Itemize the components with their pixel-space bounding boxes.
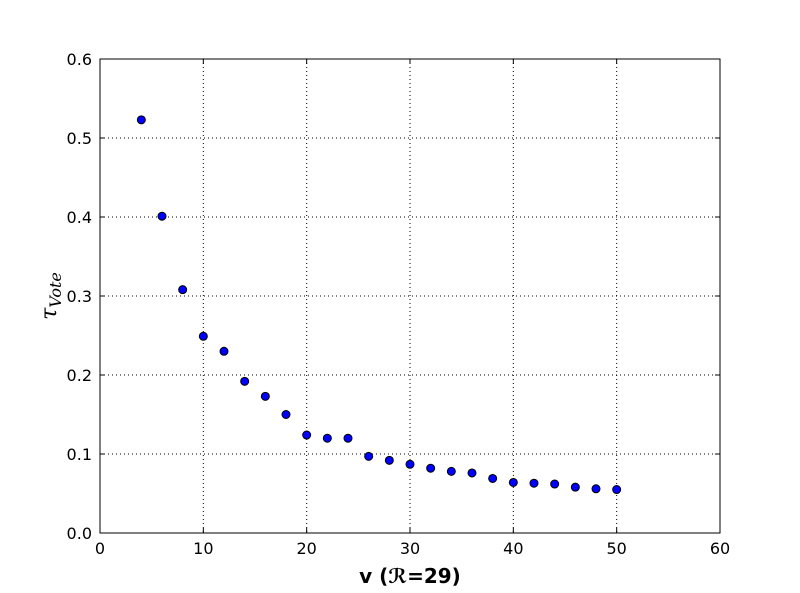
data-point	[446, 466, 456, 476]
data-point	[364, 451, 374, 461]
y-tick-label: 0.3	[67, 287, 92, 306]
x-tick-label: 20	[296, 539, 316, 558]
data-point	[405, 459, 415, 469]
data-point	[612, 485, 622, 495]
data-point	[157, 211, 167, 221]
data-point	[426, 463, 436, 473]
data-point	[343, 433, 353, 443]
y-axis-label: τVote	[37, 272, 65, 320]
data-point	[322, 433, 332, 443]
data-point	[302, 430, 312, 440]
x-tick-label: 50	[606, 539, 626, 558]
data-point	[198, 331, 208, 341]
y-axis-label-subscript: Vote	[46, 272, 65, 308]
y-tick-label: 0.5	[67, 129, 92, 148]
data-point	[136, 115, 146, 125]
x-tick-label: 0	[95, 539, 105, 558]
x-tick-label: 30	[400, 539, 420, 558]
y-tick-label: 0.6	[67, 50, 92, 69]
axis-ticks: 0 10 20 30 40 50 60 0.0 0.1 0.2 0.3 0.4 0.5 0.6	[67, 50, 731, 558]
y-tick-label: 0.0	[67, 524, 92, 543]
data-point	[467, 468, 477, 478]
y-tick-label: 0.1	[67, 445, 92, 464]
grid-lines	[100, 59, 720, 533]
y-axis-label-main: τ	[37, 307, 62, 320]
x-tick-label: 60	[710, 539, 730, 558]
data-point	[260, 391, 270, 401]
x-tick-label: 40	[503, 539, 523, 558]
data-point	[550, 479, 560, 489]
x-tick-label: 10	[193, 539, 213, 558]
data-points	[136, 115, 622, 495]
data-point	[240, 376, 250, 386]
data-point	[488, 473, 498, 483]
data-point	[591, 484, 601, 494]
y-tick-label: 0.2	[67, 366, 92, 385]
y-tick-label: 0.4	[67, 208, 92, 227]
data-point	[570, 482, 580, 492]
x-axis-label: v (ℛ=29)	[359, 564, 461, 588]
data-point	[178, 285, 188, 295]
data-point	[219, 346, 229, 356]
data-point	[281, 410, 291, 419]
data-point	[384, 455, 394, 465]
data-point	[508, 477, 518, 487]
data-point	[529, 478, 539, 488]
